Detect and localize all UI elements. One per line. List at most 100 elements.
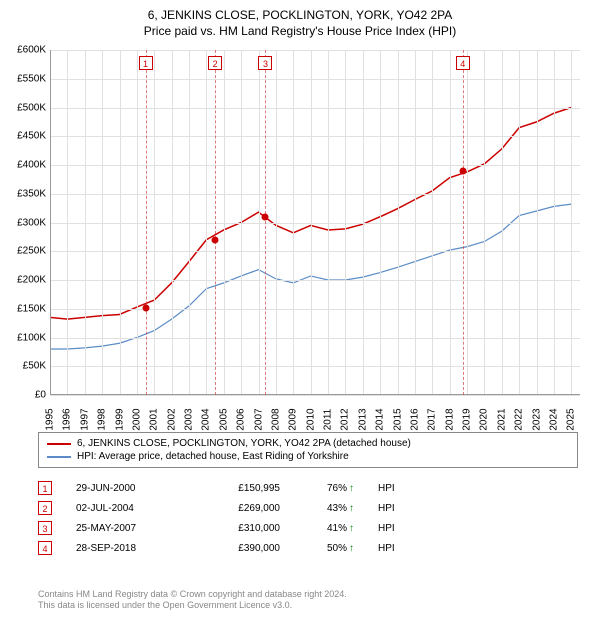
tx-hpi-label: HPI [378, 523, 395, 534]
gridline-v [189, 50, 190, 395]
tx-price: £269,000 [200, 503, 280, 514]
gridline-h [50, 338, 580, 339]
marker-dot [142, 305, 149, 312]
up-arrow-icon: ↑ [349, 483, 354, 494]
transaction-row: 202-JUL-2004£269,00043%↑HPI [38, 498, 395, 518]
marker-line [463, 50, 464, 395]
tx-pct-value: 41% [327, 523, 347, 534]
x-axis-label: 2020 [479, 408, 490, 430]
gridline-v [311, 50, 312, 395]
transaction-row: 325-MAY-2007£310,00041%↑HPI [38, 518, 395, 538]
x-axis-label: 2014 [375, 408, 386, 430]
transaction-row: 129-JUN-2000£150,99576%↑HPI [38, 478, 395, 498]
x-axis-label: 2010 [305, 408, 316, 430]
y-axis-label: £200K [8, 275, 46, 286]
tx-badge: 2 [38, 501, 52, 515]
tx-date: 29-JUN-2000 [76, 483, 176, 494]
gridline-v [172, 50, 173, 395]
chart-plot-area: £0£50K£100K£150K£200K£250K£300K£350K£400… [50, 50, 580, 395]
x-axis-label: 1995 [45, 408, 56, 430]
gridline-v [241, 50, 242, 395]
gridline-v [415, 50, 416, 395]
gridline-v [363, 50, 364, 395]
y-axis-label: £350K [8, 188, 46, 199]
legend-row: HPI: Average price, detached house, East… [47, 450, 569, 463]
gridline-v [519, 50, 520, 395]
gridline-v [259, 50, 260, 395]
x-axis-label: 2022 [514, 408, 525, 430]
footer-line2: This data is licensed under the Open Gov… [38, 600, 347, 612]
tx-pct-value: 76% [327, 483, 347, 494]
transaction-row: 428-SEP-2018£390,00050%↑HPI [38, 538, 395, 558]
tx-badge: 4 [38, 541, 52, 555]
y-axis-label: £550K [8, 73, 46, 84]
footer-line1: Contains HM Land Registry data © Crown c… [38, 589, 347, 601]
y-axis-label: £250K [8, 246, 46, 257]
gridline-v [293, 50, 294, 395]
gridline-h [50, 309, 580, 310]
y-axis-label: £150K [8, 303, 46, 314]
x-axis-label: 2004 [201, 408, 212, 430]
chart-title-address: 6, JENKINS CLOSE, POCKLINGTON, YORK, YO4… [0, 8, 600, 22]
gridline-v [206, 50, 207, 395]
gridline-h [50, 108, 580, 109]
gridline-h [50, 194, 580, 195]
tx-price: £310,000 [200, 523, 280, 534]
gridline-v [120, 50, 121, 395]
tx-date: 25-MAY-2007 [76, 523, 176, 534]
y-axis-label: £0 [8, 390, 46, 401]
legend-label: HPI: Average price, detached house, East… [77, 451, 349, 462]
gridline-h [50, 366, 580, 367]
gridline-v [554, 50, 555, 395]
gridline-h [50, 79, 580, 80]
y-axis-label: £450K [8, 131, 46, 142]
x-axis-label: 2001 [149, 408, 160, 430]
y-axis-label: £500K [8, 102, 46, 113]
tx-pct: 50%↑ [304, 543, 354, 554]
chart-title-sub: Price paid vs. HM Land Registry's House … [0, 24, 600, 38]
x-axis-label: 2007 [253, 408, 264, 430]
gridline-v [537, 50, 538, 395]
gridline-v [432, 50, 433, 395]
x-axis-label: 2023 [531, 408, 542, 430]
gridline-v [345, 50, 346, 395]
legend-label: 6, JENKINS CLOSE, POCKLINGTON, YORK, YO4… [77, 438, 411, 449]
legend: 6, JENKINS CLOSE, POCKLINGTON, YORK, YO4… [38, 432, 578, 468]
marker-dot [262, 213, 269, 220]
gridline-v [102, 50, 103, 395]
gridline-v [398, 50, 399, 395]
gridline-v [85, 50, 86, 395]
x-axis-label: 2005 [218, 408, 229, 430]
x-axis-label: 1997 [79, 408, 90, 430]
up-arrow-icon: ↑ [349, 543, 354, 554]
x-axis-label: 1999 [114, 408, 125, 430]
gridline-v [571, 50, 572, 395]
tx-hpi-label: HPI [378, 503, 395, 514]
gridline-v [67, 50, 68, 395]
gridline-v [224, 50, 225, 395]
x-axis-label: 2000 [131, 408, 142, 430]
x-axis-label: 2008 [270, 408, 281, 430]
tx-hpi-label: HPI [378, 543, 395, 554]
gridline-v [484, 50, 485, 395]
gridline-v [137, 50, 138, 395]
x-axis-line [50, 394, 580, 395]
legend-swatch [47, 443, 71, 445]
gridline-v [276, 50, 277, 395]
x-axis-label: 2003 [184, 408, 195, 430]
x-axis-label: 2024 [548, 408, 559, 430]
x-axis-label: 2019 [462, 408, 473, 430]
marker-badge: 3 [258, 56, 272, 70]
y-axis-label: £300K [8, 217, 46, 228]
gridline-h [50, 280, 580, 281]
legend-swatch [47, 456, 71, 458]
up-arrow-icon: ↑ [349, 503, 354, 514]
gridline-v [154, 50, 155, 395]
tx-pct: 76%↑ [304, 483, 354, 494]
tx-pct: 43%↑ [304, 503, 354, 514]
x-axis-label: 1996 [62, 408, 73, 430]
x-axis-label: 2011 [323, 409, 334, 431]
x-axis-label: 2012 [340, 408, 351, 430]
y-axis-line [50, 50, 51, 395]
x-axis-label: 1998 [97, 408, 108, 430]
